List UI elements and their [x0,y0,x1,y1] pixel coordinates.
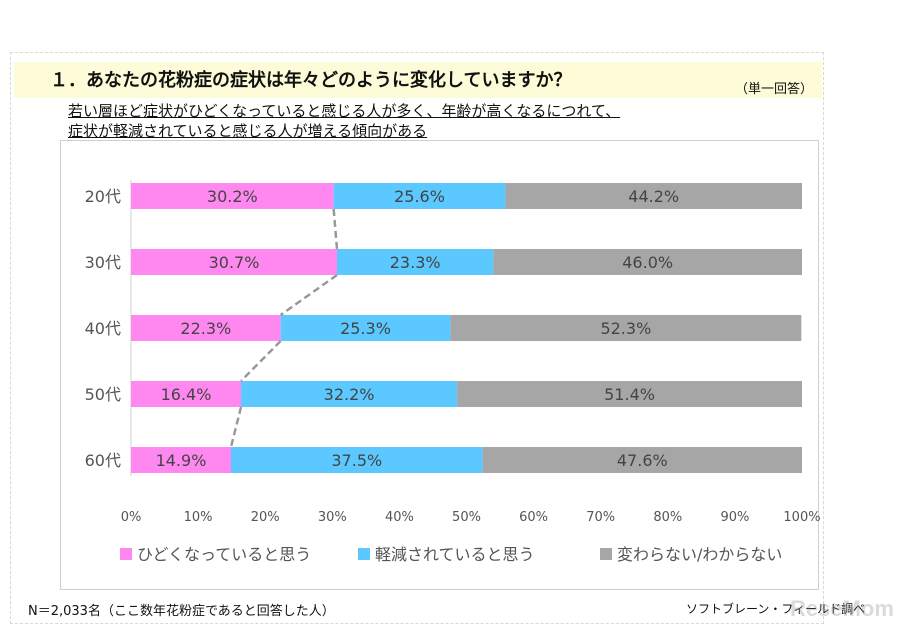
x-tick-label-2: 10% [184,510,213,525]
legend-label-1: ひどくなっていると思う [137,545,311,564]
chart-area [60,140,819,590]
x-tick-label-9: 80% [653,510,682,525]
data-label-3-3: 52.3% [600,319,651,338]
data-label-2-1: 30.7% [209,253,260,272]
answer-type-note: （単一回答） [735,82,814,97]
source-credit: ソフトブレーン・フィールド調べ [686,602,866,616]
data-label-5-3: 47.6% [617,451,668,470]
x-tick-label-10: 90% [720,510,749,525]
data-label-4-2: 32.2% [324,385,375,404]
data-label-1-2: 25.6% [394,187,445,206]
trend-line-segment-1 [332,208,339,250]
trend-line-segment-2 [279,273,338,317]
category-label-3: 40代 [85,319,121,338]
legend-swatch-1 [120,548,132,560]
category-label-4: 50代 [85,385,121,404]
data-label-1-1: 30.2% [207,187,258,206]
data-label-5-2: 37.5% [331,451,382,470]
bar-segment-1-1 [131,183,334,209]
subtitle-line-1: 若い層ほど症状がひどくなっていると感じる人が多く、年齢が高くなるにつれて、 [68,102,621,120]
x-tick-label-1: 0% [121,510,142,525]
bar-segment-2-3 [493,249,802,275]
data-label-3-2: 25.3% [340,319,391,338]
bar-segment-2-2 [336,249,494,275]
x-tick-label-4: 30% [318,510,347,525]
legend-label-2: 軽減されていると思う [375,545,535,564]
trend-line-segment-4 [229,406,243,448]
x-tick-label-3: 20% [251,510,280,525]
bar-segment-1-2 [333,183,506,209]
sample-size-note: N＝2,033名（ここ数年花粉症であると回答した人） [28,604,335,619]
x-tick-label-7: 60% [519,510,548,525]
bar-segment-5-2 [230,447,483,473]
x-tick-label-5: 40% [385,510,414,525]
bar-segment-4-2 [241,381,458,407]
legend-label-3: 変わらない/わからない [617,545,782,564]
bar-segment-4-3 [457,381,802,407]
panel-frame [10,52,824,624]
data-label-5-1: 14.9% [156,451,207,470]
data-label-4-3: 51.4% [604,385,655,404]
data-label-3-1: 22.3% [180,319,231,338]
legend-swatch-3 [600,548,612,560]
subtitle-line-2: 症状が軽減されていると感じる人が増える傾向がある [68,122,428,140]
data-label-2-2: 23.3% [390,253,441,272]
legend-swatch-2 [358,548,370,560]
bar-segment-3-1 [131,315,281,341]
bar-segment-1-3 [505,183,802,209]
trend-line-segment-3 [240,340,282,382]
category-label-1: 20代 [85,187,121,206]
x-tick-label-8: 70% [586,510,615,525]
x-tick-label-11: 100% [783,510,820,525]
watermark-logo: ReseMom [790,596,894,621]
bar-segment-4-1 [131,381,242,407]
category-label-5: 60代 [85,451,121,470]
bar-segment-5-3 [482,447,802,473]
title-band [14,62,822,98]
data-label-1-3: 44.2% [628,187,679,206]
bar-segment-5-1 [131,447,231,473]
data-label-4-1: 16.4% [161,385,212,404]
x-tick-label-6: 50% [452,510,481,525]
question-title: １．あなたの花粉症の症状は年々どのように変化していますか？ [50,70,572,91]
category-label-2: 30代 [85,253,121,272]
bar-segment-2-1 [131,249,337,275]
bar-segment-3-2 [280,315,451,341]
data-label-2-3: 46.0% [622,253,673,272]
bar-segment-3-3 [450,315,802,341]
